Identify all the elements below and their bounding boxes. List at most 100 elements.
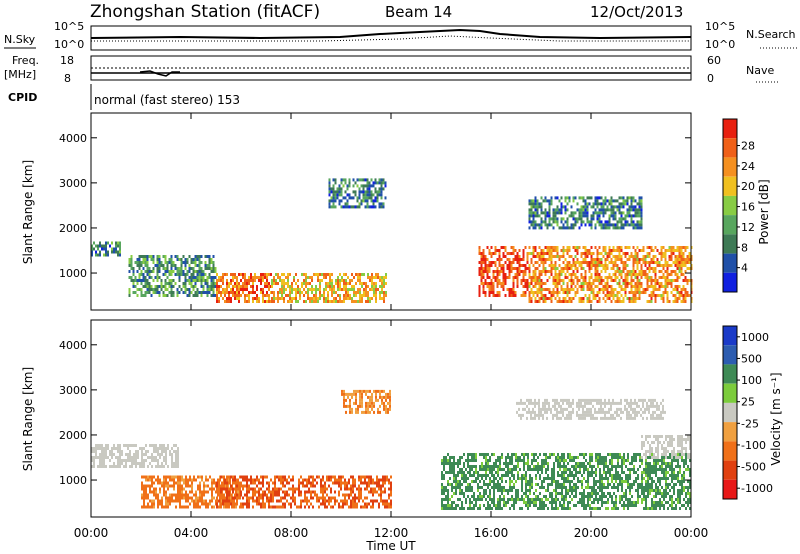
echo-cell [169,496,171,500]
echo-cell [492,294,495,297]
echo-cell [189,478,191,482]
echo-cell [594,276,597,279]
echo-cell [467,453,469,456]
echo-cell [188,288,191,291]
echo-cell [640,226,643,230]
echo-cell [156,267,159,270]
echo-cell [525,489,527,492]
echo-cell [356,184,359,188]
echo-cell [203,484,205,488]
echo-cell [333,297,335,300]
echo-cell [374,190,377,194]
echo-cell [128,258,131,261]
echo-cell [205,478,207,482]
echo-cell [273,279,275,282]
echo-cell [97,456,99,459]
echo-cell [228,499,230,503]
echo-cell [535,501,537,504]
echo-cell [330,199,333,203]
echo-cell [563,507,565,510]
echo-cell [188,270,191,273]
echo-cell [376,181,379,185]
echo-cell [532,226,535,230]
echo-cell [530,202,533,206]
echo-cell [558,264,561,267]
echo-cell [455,489,457,492]
echo-cell [142,273,145,276]
echo-cell [546,226,549,230]
echo-cell [370,505,372,509]
echo-cell [119,462,121,465]
echo-cell [553,507,555,510]
echo-cell [632,279,635,282]
echo-cell [377,407,379,411]
echo-cell [684,264,687,267]
echo-cell [211,505,213,509]
echo-cell [554,220,557,224]
echo-cell [678,285,681,288]
echo-cell [268,487,270,491]
echo-cell [534,261,537,264]
echo-cell [357,300,359,303]
echo-cell [321,294,323,297]
echo-cell [331,273,333,276]
echo-cell [574,285,577,288]
echo-cell [175,493,177,497]
echo-cell [553,453,555,456]
echo-cell [600,211,603,215]
echo-cell [494,249,497,252]
echo-cell [443,465,445,468]
echo-cell [662,300,665,303]
echo-cell [530,220,533,224]
echo-cell [580,261,583,264]
echo-cell [583,489,585,492]
echo-cell [226,282,228,285]
echo-cell [271,300,273,303]
echo-cell [578,279,581,282]
echo-cell [388,505,390,509]
echo-cell [284,484,286,488]
echo-cell [608,214,611,218]
echo-cell [556,223,559,227]
echo-cell [488,282,491,285]
echo-cell [505,462,507,465]
echo-cell [485,471,487,474]
echo-cell [564,273,567,276]
echo-cell [143,493,145,497]
echo-cell [488,267,491,270]
echo-cell [354,478,356,482]
echo-cell [501,480,503,483]
echo-cell [557,507,559,510]
echo-cell [492,276,495,279]
echo-cell [147,450,149,453]
echo-cell [531,459,533,462]
echo-cell [181,487,183,491]
echo-cell [270,505,272,509]
echo-cell [573,489,575,492]
echo-cell [602,205,605,209]
echo-cell [154,285,157,288]
echo-cell [457,486,459,489]
echo-cell [284,478,286,482]
echo-cell [622,288,625,291]
echo-cell [618,226,621,230]
echo-cell [469,498,471,501]
echo-cell [216,496,218,500]
echo-cell [107,447,109,450]
echo-cell [486,264,489,267]
echo-cell [536,202,539,206]
echo-cell [388,493,390,497]
echo-cell [382,502,384,506]
echo-cell [348,196,351,200]
echo-cell [381,285,383,288]
echo-cell [498,270,501,273]
echo-cell [236,282,238,285]
echo-cell [286,493,288,497]
echo-cell [519,477,521,480]
echo-cell [262,484,264,488]
echo-cell [372,481,374,485]
echo-cell [312,475,314,479]
echo-cell [497,498,499,501]
echo-cell [512,294,515,297]
echo-cell [517,498,519,501]
